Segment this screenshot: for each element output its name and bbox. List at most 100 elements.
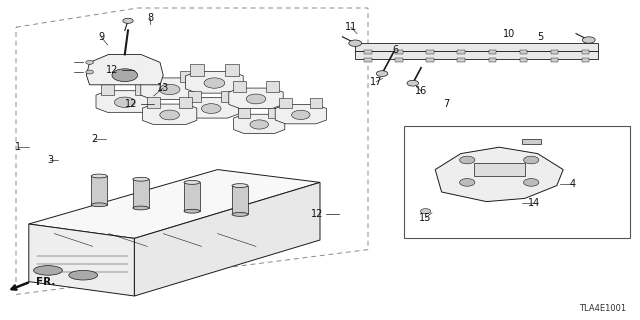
Circle shape [420, 209, 431, 214]
Text: 11: 11 [344, 22, 357, 32]
Bar [404, 126, 630, 238]
Polygon shape [143, 104, 197, 124]
Polygon shape [29, 224, 134, 296]
Polygon shape [141, 78, 198, 100]
Polygon shape [266, 81, 279, 92]
Polygon shape [275, 105, 326, 124]
Circle shape [160, 110, 179, 120]
Polygon shape [474, 163, 525, 176]
Polygon shape [435, 147, 563, 202]
Text: 16: 16 [415, 86, 428, 96]
Ellipse shape [92, 203, 108, 207]
Circle shape [86, 60, 93, 64]
Bar [364, 58, 372, 62]
Text: 15: 15 [419, 212, 432, 223]
Circle shape [159, 84, 180, 95]
Text: 12: 12 [125, 99, 138, 109]
Circle shape [246, 94, 266, 104]
Bar [550, 50, 558, 54]
Text: 7: 7 [444, 99, 450, 109]
Circle shape [460, 179, 475, 186]
Polygon shape [355, 51, 598, 59]
Bar [520, 50, 527, 54]
Ellipse shape [92, 174, 108, 178]
Polygon shape [279, 98, 292, 108]
Circle shape [86, 70, 93, 74]
Polygon shape [184, 98, 239, 118]
Polygon shape [133, 179, 149, 208]
Bar [520, 58, 527, 62]
Bar [396, 50, 403, 54]
Polygon shape [190, 64, 204, 76]
Polygon shape [179, 97, 193, 108]
Polygon shape [522, 139, 541, 144]
Bar [582, 50, 589, 54]
Bar [550, 58, 558, 62]
Bar [396, 58, 403, 62]
Circle shape [202, 104, 221, 114]
Polygon shape [96, 91, 154, 112]
Bar [458, 50, 465, 54]
Polygon shape [186, 72, 243, 93]
Polygon shape [147, 97, 160, 108]
Circle shape [524, 179, 539, 186]
Polygon shape [135, 84, 149, 95]
Text: 4: 4 [570, 179, 576, 189]
Polygon shape [310, 98, 323, 108]
Circle shape [407, 80, 419, 86]
Polygon shape [91, 176, 108, 205]
Bar [488, 50, 496, 54]
Circle shape [204, 78, 225, 88]
Ellipse shape [69, 270, 97, 280]
Bar [426, 58, 434, 62]
Text: 12: 12 [310, 209, 323, 220]
Circle shape [376, 71, 388, 76]
Ellipse shape [133, 206, 149, 210]
Ellipse shape [184, 180, 200, 184]
Circle shape [292, 110, 310, 119]
Text: 8: 8 [147, 12, 154, 23]
Bar [582, 58, 589, 62]
Polygon shape [233, 81, 246, 92]
Polygon shape [184, 182, 200, 211]
Polygon shape [268, 108, 281, 118]
Polygon shape [100, 84, 115, 95]
Circle shape [582, 37, 595, 43]
Ellipse shape [232, 184, 248, 188]
Polygon shape [234, 114, 285, 133]
Polygon shape [180, 71, 194, 82]
Text: 9: 9 [98, 32, 104, 42]
Ellipse shape [232, 212, 248, 216]
Circle shape [115, 97, 135, 108]
Text: 2: 2 [92, 134, 98, 144]
Text: 10: 10 [502, 28, 515, 39]
Polygon shape [237, 108, 250, 118]
Text: TLA4E1001: TLA4E1001 [579, 304, 626, 313]
Circle shape [460, 156, 475, 164]
Ellipse shape [133, 177, 149, 181]
Text: 13: 13 [157, 83, 170, 93]
Polygon shape [188, 91, 202, 102]
Text: 5: 5 [538, 32, 544, 42]
Circle shape [349, 40, 362, 46]
Circle shape [123, 18, 133, 23]
Bar [458, 58, 465, 62]
Polygon shape [355, 43, 598, 51]
Ellipse shape [184, 209, 200, 213]
Bar [488, 58, 496, 62]
Ellipse shape [34, 266, 63, 275]
Polygon shape [225, 64, 239, 76]
Text: FR.: FR. [36, 276, 55, 287]
Polygon shape [221, 91, 234, 102]
Circle shape [250, 120, 268, 129]
Text: 12: 12 [106, 65, 118, 76]
Text: 6: 6 [392, 44, 399, 55]
Text: 14: 14 [528, 198, 541, 208]
Polygon shape [229, 88, 283, 108]
Polygon shape [29, 170, 320, 238]
Polygon shape [145, 71, 159, 82]
Polygon shape [232, 186, 248, 214]
Text: 17: 17 [370, 76, 383, 87]
Circle shape [524, 156, 539, 164]
Bar [426, 50, 434, 54]
